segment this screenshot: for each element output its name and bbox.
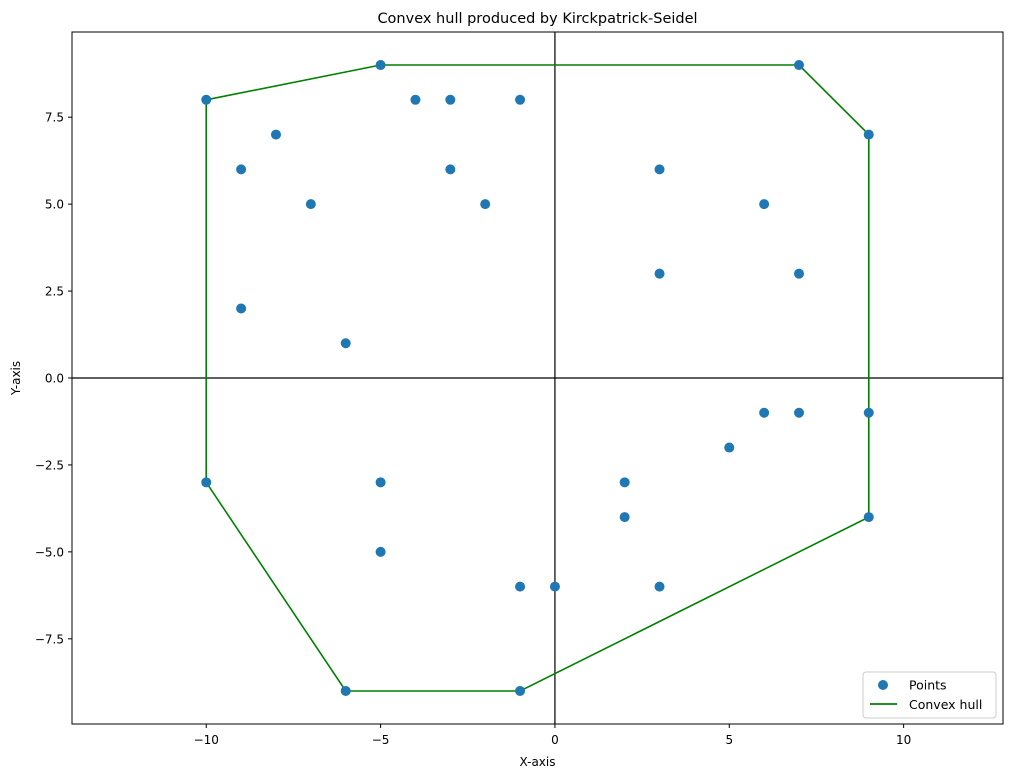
x-tick-label: 5 [725,733,733,747]
y-tick-label: 0.0 [45,372,64,386]
scatter-point [305,199,316,210]
scatter-point [410,94,421,105]
y-tick-label: 5.0 [45,198,64,212]
y-ticks: −7.5 −5.0 −2.5 0.0 2.5 5.0 7.5 [35,111,72,646]
scatter-point [236,303,247,314]
scatter-point [863,512,874,523]
scatter-point [201,94,212,105]
y-tick-label: 7.5 [45,111,64,125]
scatter-point [759,407,770,418]
scatter-point [619,477,630,488]
scatter-point [515,94,526,105]
scatter-point [654,268,665,279]
legend-box [862,671,997,719]
legend-points-label: Points [909,678,947,693]
scatter-point [794,60,805,71]
scatter-point [340,338,351,349]
scatter-point [515,581,526,592]
scatter-point [375,477,386,488]
scatter-point [654,581,665,592]
scatter-point [236,164,247,175]
x-tick-label: −5 [372,733,390,747]
x-ticks: −10 −5 0 5 10 [194,724,911,747]
legend: Points Convex hull [862,671,997,719]
scatter-point [549,581,560,592]
scatter-point [270,129,281,140]
scatter-point [480,199,491,210]
scatter-point [759,199,770,210]
scatter-point [445,94,456,105]
scatter-point [794,407,805,418]
scatter-point [619,512,630,523]
reference-lines [72,32,1003,724]
scatter-point [375,546,386,557]
scatter-point [654,164,665,175]
legend-hull-label: Convex hull [909,697,982,712]
legend-points-marker [878,680,888,690]
scatter-point [724,442,735,453]
chart-title: Convex hull produced by Kirckpatrick-Sei… [377,11,697,27]
y-tick-label: −5.0 [35,545,64,559]
convex-hull-line [205,64,870,692]
scatter-point [445,164,456,175]
y-tick-label: −7.5 [35,632,64,646]
scatter-point [340,685,351,696]
x-tick-label: −10 [194,733,219,747]
scatter-point [515,685,526,696]
points-layer [201,60,874,696]
x-tick-label: 0 [551,733,559,747]
scatter-point [794,268,805,279]
scatter-point [201,477,212,488]
scatter-point [863,407,874,418]
y-tick-label: 2.5 [45,285,64,299]
y-tick-label: −2.5 [35,458,64,472]
x-tick-label: 10 [896,733,911,747]
hull-layer [205,64,870,692]
y-axis-title: Y-axis [9,361,23,396]
scatter-point [375,60,386,71]
scatter-point [863,129,874,140]
x-axis-title: X-axis [520,755,556,769]
